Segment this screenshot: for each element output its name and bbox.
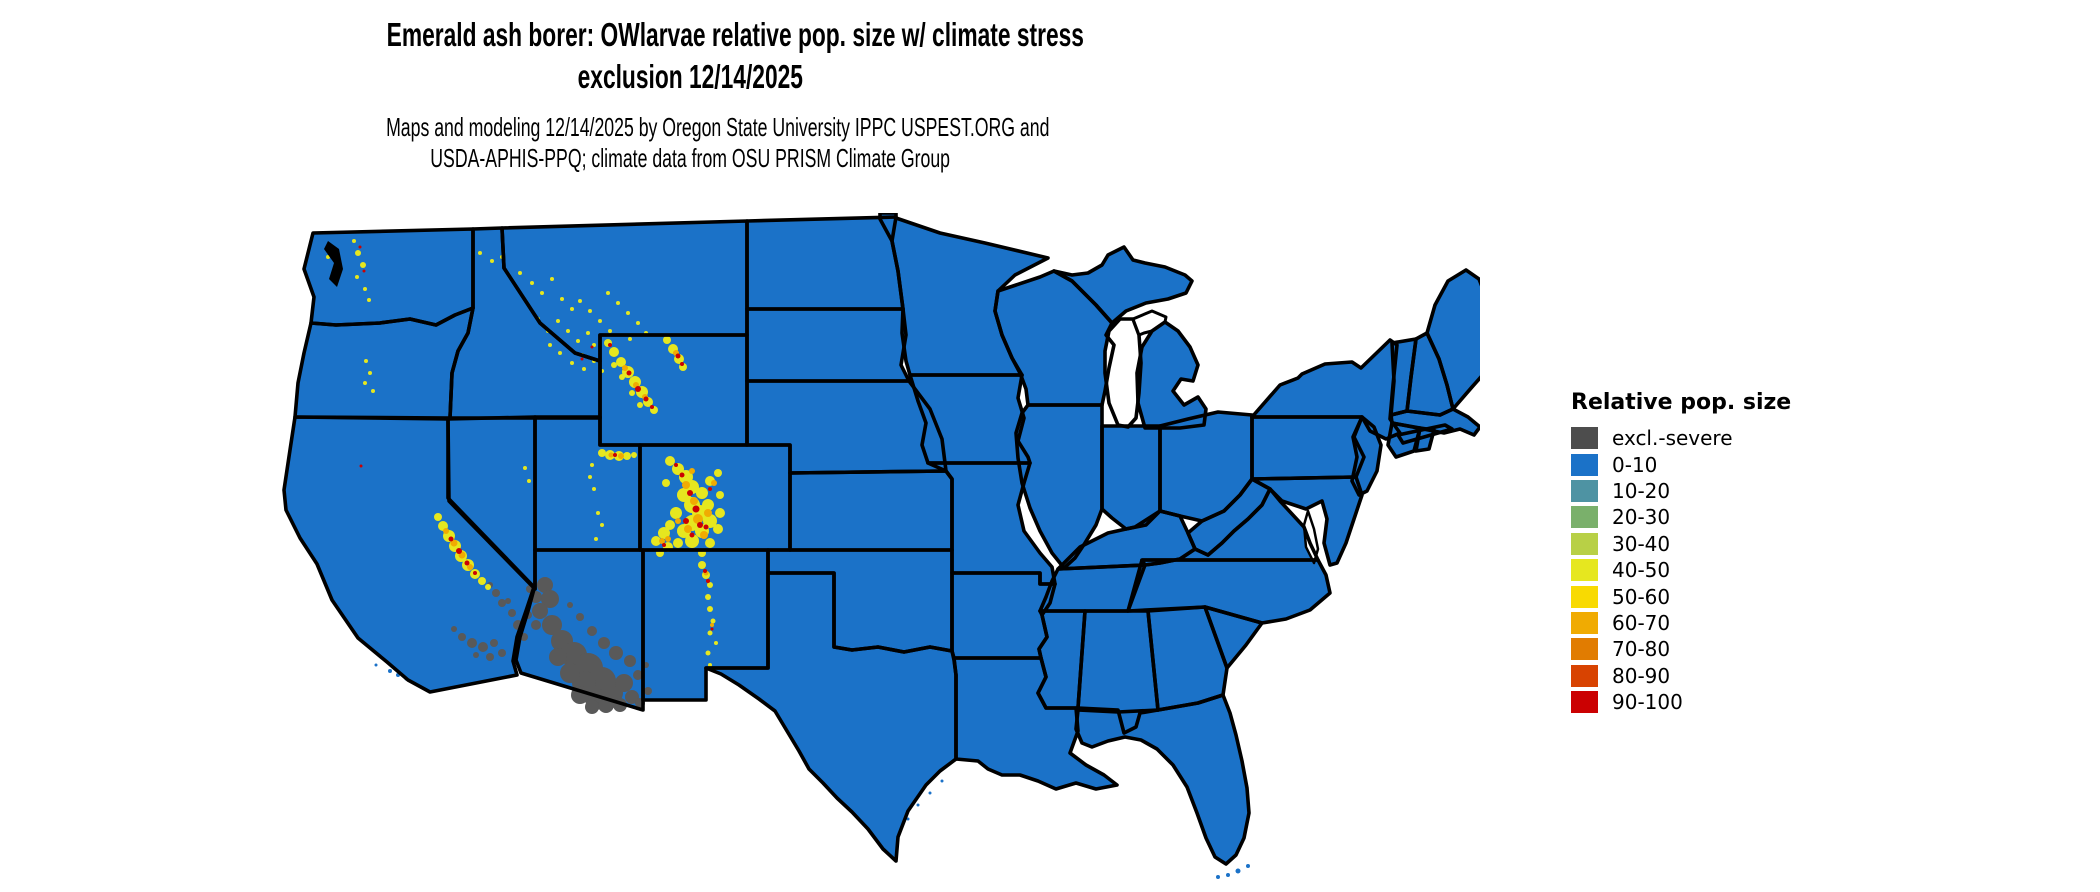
legend-label: 40-50 <box>1612 558 1671 583</box>
state-nd <box>747 217 903 309</box>
legend-swatch <box>1571 532 1598 555</box>
legend-swatch <box>1571 453 1598 476</box>
map-title-line2: exclusion 12/14/2025 <box>577 58 803 95</box>
state-ia <box>910 375 1030 463</box>
legend-item: 30-40 <box>1571 531 1791 557</box>
legend-label: 80-90 <box>1612 663 1671 688</box>
legend-item: 50-60 <box>1571 583 1791 609</box>
legend-item: 20-30 <box>1571 504 1791 530</box>
state-sd <box>747 309 909 381</box>
state-ks <box>790 471 952 550</box>
legend-label: 10-20 <box>1612 478 1671 503</box>
legend-label: excl.-severe <box>1612 426 1733 451</box>
legend-item: 80-90 <box>1571 663 1791 689</box>
legend-swatch <box>1571 479 1598 502</box>
legend-item: 0-10 <box>1571 451 1791 477</box>
legend-item: 10-20 <box>1571 478 1791 504</box>
legend-item: 60-70 <box>1571 610 1791 636</box>
legend-label: 60-70 <box>1612 610 1671 635</box>
legend-label: 30-40 <box>1612 531 1671 556</box>
offshore-island-dots <box>374 663 1250 879</box>
map-subtitle-line2: USDA-APHIS-PPQ; climate data from OSU PR… <box>430 143 950 173</box>
legend-label: 20-30 <box>1612 505 1671 530</box>
legend-label: 50-60 <box>1612 584 1671 609</box>
puget-sound <box>324 241 343 287</box>
legend-swatch <box>1571 427 1598 450</box>
legend-item: 90-100 <box>1571 689 1791 715</box>
map-subtitle-line1: Maps and modeling 12/14/2025 by Oregon S… <box>386 112 1050 142</box>
map-title-line1: Emerald ash borer: OWlarvae relative pop… <box>386 16 1084 53</box>
legend-item: 40-50 <box>1571 557 1791 583</box>
legend-title: Relative pop. size <box>1571 390 1792 415</box>
legend-swatch <box>1571 691 1598 714</box>
legend-label: 90-100 <box>1612 690 1683 715</box>
us-map-svg <box>282 211 1529 879</box>
legend-swatch <box>1571 664 1598 687</box>
legend-swatch <box>1571 506 1598 529</box>
legend-swatch <box>1571 611 1598 634</box>
legend: Relative pop. size excl.-severe 0-10 10-20… <box>1571 390 1791 715</box>
legend-items: excl.-severe 0-10 10-20 20-30 30-40 40-50 50-6… <box>1571 425 1791 715</box>
legend-item: 70-80 <box>1571 636 1791 662</box>
pop-80-100-areas <box>358 245 714 631</box>
map-subtitle: Maps and modeling 12/14/2025 by Oregon S… <box>230 112 1150 174</box>
legend-swatch <box>1571 559 1598 582</box>
pop-60-80-areas <box>443 350 717 627</box>
map-title: Emerald ash borer: OWlarvae relative pop… <box>230 14 1150 98</box>
legend-label: 0-10 <box>1612 452 1658 477</box>
legend-swatch <box>1571 638 1598 661</box>
state-in <box>1102 426 1160 529</box>
state-pa <box>1252 417 1364 479</box>
legend-label: 70-80 <box>1612 637 1671 662</box>
us-map <box>240 211 1529 892</box>
legend-item: excl.-severe <box>1571 425 1791 451</box>
legend-swatch <box>1571 585 1598 608</box>
